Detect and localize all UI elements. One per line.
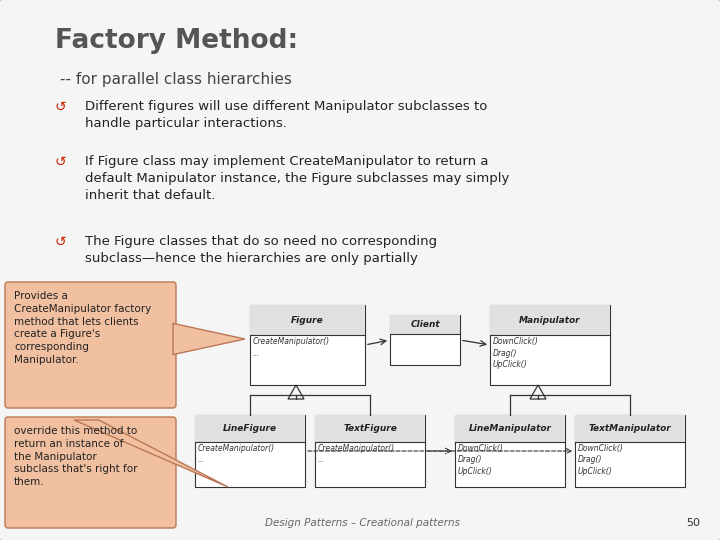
Bar bbox=[390, 315, 460, 365]
Text: ↺: ↺ bbox=[55, 155, 67, 169]
Bar bbox=[315, 415, 425, 442]
Text: -- for parallel class hierarchies: -- for parallel class hierarchies bbox=[60, 72, 292, 87]
Bar bbox=[195, 415, 305, 442]
Text: TextManipulator: TextManipulator bbox=[589, 424, 671, 433]
FancyBboxPatch shape bbox=[5, 417, 176, 528]
Text: 50: 50 bbox=[686, 518, 700, 528]
Bar bbox=[575, 415, 685, 442]
Text: The Figure classes that do so need no corresponding
subclass—hence the hierarchi: The Figure classes that do so need no co… bbox=[85, 235, 437, 265]
Text: If Figure class may implement CreateManipulator to return a
default Manipulator : If Figure class may implement CreateMani… bbox=[85, 155, 509, 202]
Bar bbox=[250, 305, 365, 385]
Text: override this method to
return an instance of
the Manipulator
subclass that's ri: override this method to return an instan… bbox=[14, 426, 138, 487]
Bar bbox=[250, 305, 365, 335]
Text: LineFigure: LineFigure bbox=[223, 424, 277, 433]
Text: Provides a
CreateManipulator factory
method that lets clients
create a Figure's
: Provides a CreateManipulator factory met… bbox=[14, 291, 151, 365]
Bar bbox=[455, 415, 565, 487]
Text: Figure: Figure bbox=[291, 316, 324, 325]
Bar bbox=[575, 415, 685, 487]
Text: DownClick()
Drag()
UpClick(): DownClick() Drag() UpClick() bbox=[578, 444, 624, 476]
Text: Manipulator: Manipulator bbox=[519, 316, 581, 325]
Bar bbox=[490, 305, 610, 335]
Text: Factory Method:: Factory Method: bbox=[55, 28, 298, 54]
Text: Design Patterns – Creational patterns: Design Patterns – Creational patterns bbox=[265, 518, 460, 528]
Text: ↺: ↺ bbox=[55, 100, 67, 114]
Bar bbox=[490, 305, 610, 385]
FancyBboxPatch shape bbox=[5, 282, 176, 408]
Bar bbox=[315, 415, 425, 487]
Polygon shape bbox=[74, 420, 228, 487]
Text: CreateManipulator()
...: CreateManipulator() ... bbox=[198, 444, 275, 464]
Text: Client: Client bbox=[410, 320, 440, 329]
Text: CreateManipulator()
...: CreateManipulator() ... bbox=[253, 338, 330, 357]
Text: CreateManipulator()
...: CreateManipulator() ... bbox=[318, 444, 395, 464]
Polygon shape bbox=[173, 323, 245, 355]
Bar bbox=[455, 415, 565, 442]
Text: DownClick()
Drag()
UpClick(): DownClick() Drag() UpClick() bbox=[458, 444, 504, 476]
Text: Different figures will use different Manipulator subclasses to
handle particular: Different figures will use different Man… bbox=[85, 100, 487, 130]
Text: LineManipulator: LineManipulator bbox=[469, 424, 552, 433]
Text: ↺: ↺ bbox=[55, 235, 67, 249]
Text: TextFigure: TextFigure bbox=[343, 424, 397, 433]
Text: DownClick()
Drag()
UpClick(): DownClick() Drag() UpClick() bbox=[493, 338, 539, 369]
Bar bbox=[195, 415, 305, 487]
Bar bbox=[390, 315, 460, 334]
